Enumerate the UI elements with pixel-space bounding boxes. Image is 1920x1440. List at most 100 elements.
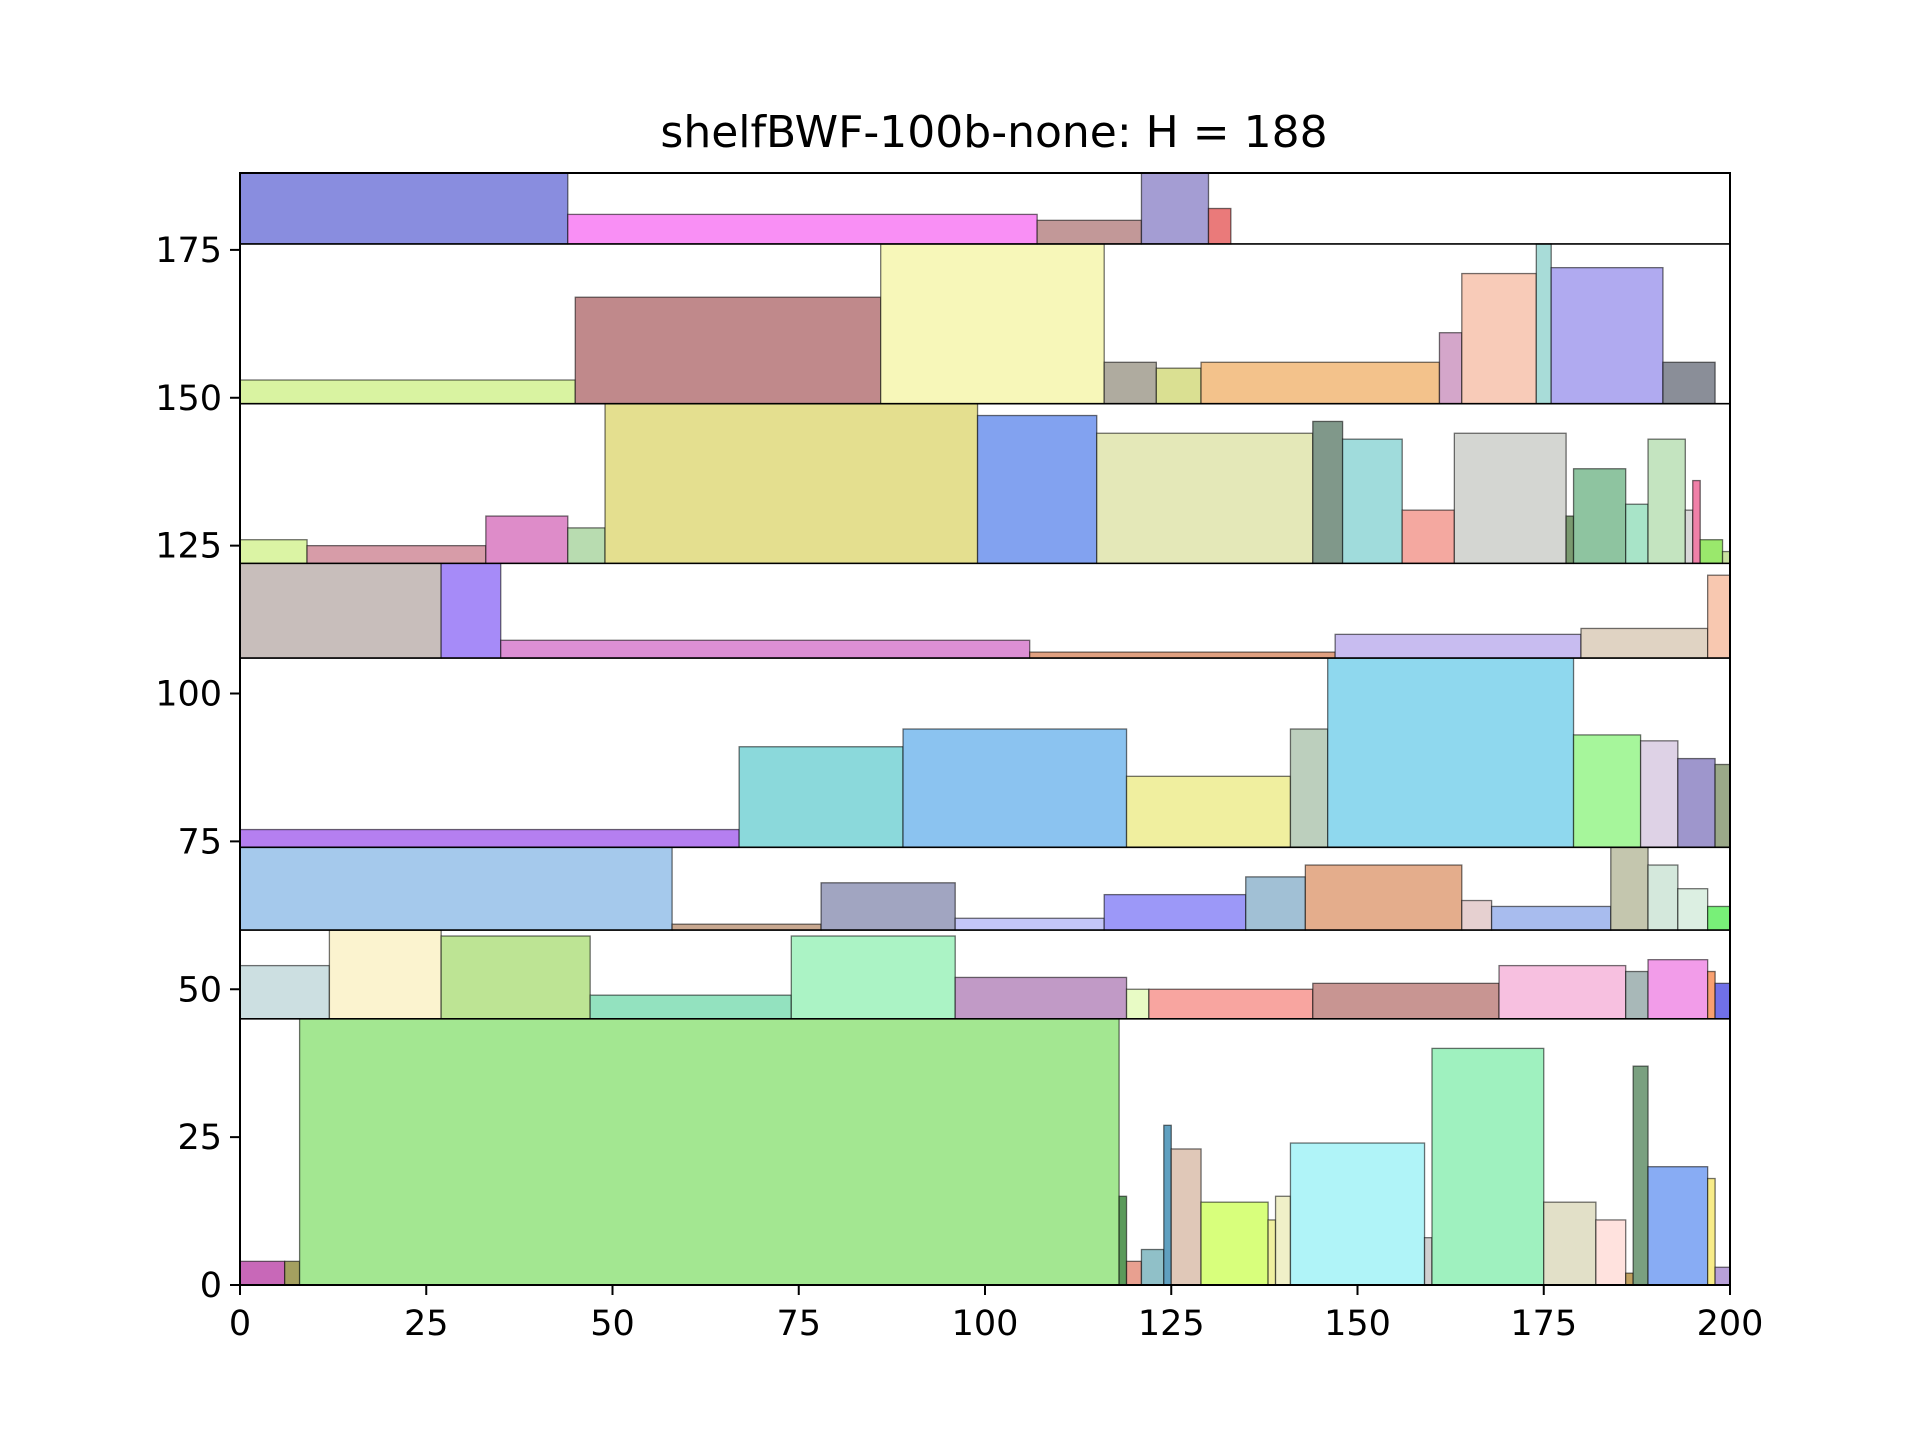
x-tick-label-8: 200	[1697, 1304, 1764, 1344]
packed-rectangle-49	[738, 746, 904, 848]
packed-rectangle-30	[1498, 964, 1627, 1020]
packed-rectangle-43	[1490, 905, 1612, 931]
packed-rectangle-1	[284, 1260, 301, 1286]
packed-rectangle-76	[1565, 515, 1575, 565]
packed-rectangle-94	[1662, 361, 1716, 405]
packed-rectangle-14	[1543, 1201, 1597, 1286]
packed-rectangle-50	[902, 728, 1128, 848]
packed-rectangle-8	[1200, 1201, 1269, 1286]
packed-rectangle-7	[1170, 1148, 1202, 1286]
packed-rectangle-88	[1155, 367, 1202, 405]
packed-rectangle-10	[1274, 1195, 1292, 1286]
packed-rectangle-74	[1401, 509, 1455, 565]
packed-rectangle-87	[1103, 361, 1157, 405]
packed-rectangle-39	[1103, 893, 1247, 931]
packed-rectangle-98	[1140, 172, 1210, 245]
packed-rectangle-95	[239, 172, 569, 245]
packed-rectangle-96	[567, 213, 1038, 245]
packed-rectangle-37	[820, 882, 956, 931]
packed-rectangle-69	[604, 403, 979, 565]
packed-rectangle-11	[1289, 1142, 1426, 1286]
packed-rectangle-17	[1632, 1065, 1649, 1286]
x-tick-label-1: 25	[404, 1304, 449, 1344]
packed-rectangle-72	[1312, 420, 1344, 565]
packed-rectangle-90	[1438, 332, 1463, 405]
packed-rectangle-0	[239, 1260, 286, 1286]
packed-rectangle-54	[1572, 734, 1642, 848]
y-tick-label-0: 0	[200, 1266, 222, 1306]
packed-rectangle-64	[1707, 574, 1731, 659]
packed-rectangle-24	[589, 994, 792, 1020]
packed-rectangle-86	[880, 243, 1105, 405]
packed-rectangle-25	[790, 935, 956, 1020]
y-tick-label-5: 125	[155, 527, 222, 567]
y-tick-label-2: 50	[177, 970, 222, 1010]
packed-rectangle-38	[954, 917, 1105, 931]
packed-rectangle-58	[239, 562, 442, 659]
packed-rectangle-48	[239, 828, 740, 848]
y-tick-label-7: 175	[155, 231, 222, 271]
packed-rectangle-71	[1096, 432, 1314, 565]
y-tick-label-4: 100	[155, 675, 222, 715]
packed-rectangle-6	[1163, 1124, 1172, 1286]
packed-rectangle-61	[1029, 651, 1336, 659]
packed-rectangle-62	[1334, 633, 1582, 659]
packed-rectangle-21	[239, 964, 331, 1020]
packed-rectangle-41	[1304, 864, 1463, 931]
packed-rectangle-80	[1684, 509, 1694, 565]
packed-rectangle-56	[1677, 757, 1716, 848]
y-tick-label-1: 25	[177, 1118, 222, 1158]
ticks-layer: 0 25 50 75 100 125 150 175 200 0 25 50 75 100 125 150 17…	[155, 231, 1763, 1344]
packed-rectangle-77	[1572, 468, 1627, 565]
packed-rectangle-89	[1200, 361, 1441, 405]
packed-rectangle-91	[1461, 272, 1537, 405]
packed-rectangle-85	[574, 296, 882, 405]
packed-rectangle-92	[1535, 243, 1552, 405]
packed-rectangle-73	[1341, 438, 1403, 565]
packed-rectangle-99	[1207, 207, 1232, 245]
packed-rectangle-79	[1647, 438, 1686, 565]
packed-rectangle-12	[1423, 1237, 1433, 1286]
packed-rectangle-59	[440, 562, 502, 659]
packed-rectangle-47	[1707, 905, 1731, 931]
x-tick-label-3: 75	[776, 1304, 821, 1344]
x-tick-label-6: 150	[1324, 1304, 1391, 1344]
packed-rectangle-68	[567, 527, 606, 565]
packed-rectangle-42	[1461, 899, 1493, 931]
packed-rectangle-75	[1453, 432, 1567, 565]
x-tick-label-2: 50	[590, 1304, 635, 1344]
packed-rectangle-5	[1140, 1248, 1165, 1286]
packed-rectangle-27	[1125, 988, 1150, 1020]
y-tick-label-3: 75	[177, 822, 222, 862]
packed-rectangle-65	[239, 539, 308, 565]
packed-rectangle-55	[1639, 740, 1679, 848]
packed-rectangle-22	[328, 929, 442, 1020]
packed-rectangle-45	[1647, 864, 1679, 931]
packed-rectangle-18	[1647, 1166, 1709, 1286]
packed-rectangle-57	[1714, 763, 1731, 848]
packed-rectangle-52	[1289, 728, 1329, 848]
x-tick-label-7: 175	[1510, 1304, 1577, 1344]
packed-rectangle-28	[1148, 988, 1314, 1020]
x-tick-label-4: 100	[952, 1304, 1019, 1344]
shelf-lines-layer	[240, 243, 1730, 1020]
packed-rectangle-67	[485, 515, 569, 565]
chart-title: shelfBWF-100b-none: H = 188	[660, 107, 1327, 158]
packed-rectangle-70	[976, 414, 1098, 565]
y-tick-label-6: 150	[155, 379, 222, 419]
packed-rectangle-81	[1692, 479, 1701, 565]
packed-rectangle-83	[1721, 550, 1731, 565]
packed-rectangle-16	[1625, 1272, 1634, 1286]
packed-rectangle-97	[1036, 219, 1143, 245]
packed-rectangle-53	[1327, 657, 1575, 848]
packed-rectangle-84	[239, 379, 576, 405]
packed-rectangle-13	[1431, 1047, 1545, 1286]
packed-rectangle-60	[500, 639, 1031, 659]
packed-rectangle-4	[1125, 1260, 1143, 1286]
packed-rectangle-78	[1625, 503, 1649, 565]
packed-rectangle-29	[1312, 982, 1500, 1020]
packed-rectangle-51	[1125, 775, 1292, 848]
packed-rectangle-36	[671, 923, 822, 931]
x-tick-label-5: 125	[1138, 1304, 1205, 1344]
packed-rectangle-23	[440, 935, 591, 1020]
